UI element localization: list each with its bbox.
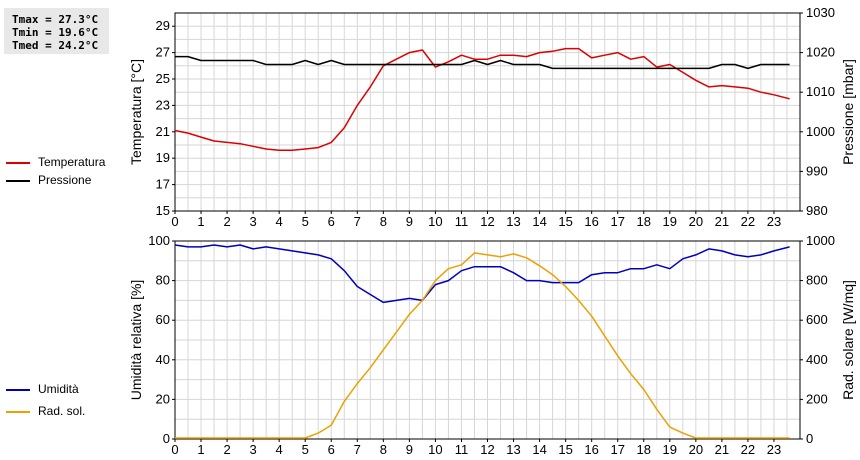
y2-tick-label: 990 [806,163,828,178]
y-tick-label: 19 [156,150,170,165]
y-axis-label: Umidità relativa [%] [128,280,144,401]
y-tick-label: 15 [156,203,170,218]
legend-label-umidita: Umidità [38,382,79,396]
y2-tick-label: 1000 [806,233,835,248]
x-tick-label: 13 [506,214,520,229]
y2-tick-label: 1010 [806,84,835,99]
series-line-pressione [175,55,790,70]
x-tick-label: 22 [741,442,755,457]
y2-tick-label: 200 [806,391,828,406]
x-tick-label: 10 [428,442,442,457]
x-tick-label: 5 [302,442,309,457]
x-tick-label: 15 [558,214,572,229]
x-tick-label: 4 [276,214,283,229]
y2-axis-label: Rad. solare [W/mq] [840,280,856,400]
x-tick-label: 19 [663,442,677,457]
chart-hum-rad: 0 1 2 3 4 5 6 7 8 9 10 11 12 13 14 15 16 17 18 19 20 21 22 2302… [128,233,856,457]
y-tick-label: 23 [156,97,170,112]
y-tick-label: 40 [156,352,170,367]
x-tick-label: 2 [223,214,230,229]
y-tick-label: 17 [156,177,170,192]
y-axis-label: Temperatura [°C] [128,59,144,165]
y2-tick-label: 1000 [806,124,835,139]
x-tick-label: 10 [428,214,442,229]
x-tick-label: 8 [380,214,387,229]
y2-tick-label: 400 [806,352,828,367]
x-tick-label: 5 [302,214,309,229]
series-line-umidit- [174,244,790,304]
x-tick-label: 18 [637,442,651,457]
x-tick-label: 20 [689,442,703,457]
y-tick-label: 0 [163,431,170,446]
chart-temp-press: 0 1 2 3 4 5 6 7 8 9 10 11 12 13 14 15 16 17 18 19 20 21 22 2315… [128,5,856,229]
x-tick-label: 23 [767,214,781,229]
tmax-label: Tmax = 27.3°C [12,13,99,26]
x-tick-label: 3 [250,214,257,229]
legend-swatch-umidita [6,389,30,391]
x-tick-label: 13 [506,442,520,457]
tmed-label: Tmed = 24.2°C [12,39,99,52]
x-tick-label: 7 [354,214,361,229]
y-tick-label: 27 [156,45,170,60]
y2-tick-label: 1020 [806,45,835,60]
x-tick-label: 17 [610,442,624,457]
y-tick-label: 29 [156,18,170,33]
x-tick-label: 12 [480,442,494,457]
x-tick-label: 0 [171,214,178,229]
y2-tick-label: 600 [806,312,828,327]
legend-label-pressione: Pressione [38,173,92,187]
x-tick-label: 14 [532,442,546,457]
x-tick-label: 22 [741,214,755,229]
x-tick-label: 21 [715,442,729,457]
x-tick-label: 17 [610,214,624,229]
legend-swatch-radsol [6,411,30,413]
x-tick-label: 6 [328,214,335,229]
x-tick-label: 20 [689,214,703,229]
y2-tick-label: 800 [806,273,828,288]
y-tick-label: 21 [156,124,170,139]
y2-axis-label: Pressione [mbar] [840,59,856,165]
x-tick-label: 21 [715,214,729,229]
y-tick-label: 25 [156,71,170,86]
x-tick-label: 19 [663,214,677,229]
x-tick-label: 6 [328,442,335,457]
x-tick-label: 2 [223,442,230,457]
x-tick-label: 16 [584,442,598,457]
x-tick-label: 0 [171,442,178,457]
y2-tick-label: 0 [806,431,813,446]
legend-swatch-temperatura [6,162,30,164]
x-tick-label: 8 [380,442,387,457]
series-line-temperatura [174,47,790,152]
legend-label-temperatura: Temperatura [38,155,106,169]
x-tick-label: 4 [276,442,283,457]
stats-box: Tmax = 27.3°C Tmin = 19.6°C Tmed = 24.2°… [4,8,109,54]
x-tick-label: 12 [480,214,494,229]
series-line-rad-sol- [175,252,790,439]
legend-swatch-pressione [6,180,30,182]
y-tick-label: 100 [148,233,170,248]
x-tick-label: 1 [197,214,204,229]
x-tick-label: 15 [558,442,572,457]
tmin-label: Tmin = 19.6°C [12,26,99,39]
x-tick-label: 16 [584,214,598,229]
x-tick-label: 14 [532,214,546,229]
legend-label-radsol: Rad. sol. [38,404,86,418]
y2-tick-label: 1030 [806,5,835,20]
x-tick-label: 9 [406,214,413,229]
y-tick-label: 60 [156,312,170,327]
x-tick-label: 23 [767,442,781,457]
x-tick-label: 9 [406,442,413,457]
x-tick-label: 7 [354,442,361,457]
x-tick-label: 3 [250,442,257,457]
x-tick-label: 11 [455,442,469,457]
x-tick-label: 1 [197,442,204,457]
x-tick-label: 11 [455,214,469,229]
x-tick-label: 18 [637,214,651,229]
y-tick-label: 20 [156,391,170,406]
y2-tick-label: 980 [806,203,828,218]
y-tick-label: 80 [156,273,170,288]
